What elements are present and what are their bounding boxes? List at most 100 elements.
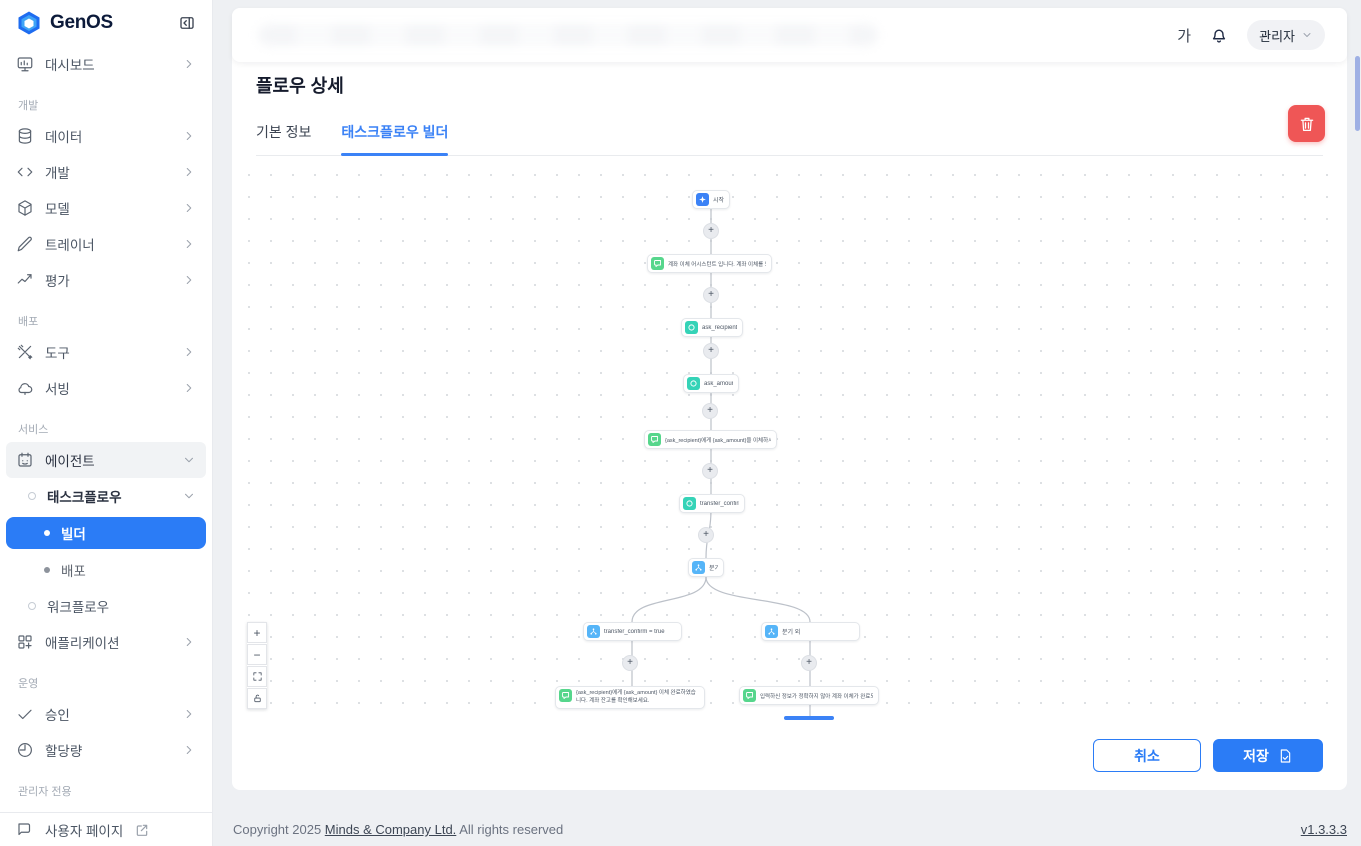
bullet-filled-icon: [44, 530, 50, 536]
sidebar-item-label: 모델: [45, 202, 70, 217]
lock-open-icon: [253, 694, 261, 703]
sidebar-item-label: 할당량: [45, 744, 83, 759]
flow-node-ask-recipient[interactable]: ask_recipient: [681, 318, 743, 337]
bullet-outline-icon: [28, 602, 36, 610]
add-node-button[interactable]: +: [703, 343, 719, 359]
sidebar-item-serving[interactable]: 서빙: [6, 370, 206, 406]
trend-line-icon: [17, 274, 32, 284]
sidebar-item-trainer[interactable]: 트레이너: [6, 226, 206, 262]
code-icon: [17, 167, 33, 177]
sidebar-item-management[interactable]: 관리: [6, 804, 206, 812]
message-node-icon: [743, 689, 756, 702]
sidebar-item-deploy-sub[interactable]: 배포: [6, 552, 206, 588]
sidebar-item-taskflow[interactable]: 태스크플로우: [6, 478, 206, 514]
chevron-down-icon: [1303, 33, 1311, 37]
sidebar-item-user-page[interactable]: 사용자 페이지: [0, 812, 212, 846]
sidebar-item-model[interactable]: 모델: [6, 190, 206, 226]
cancel-button[interactable]: 취소: [1093, 739, 1201, 772]
sidebar-item-quota[interactable]: 할당량: [6, 732, 206, 768]
sidebar-section-service: 서비스: [18, 424, 49, 436]
add-node-button[interactable]: +: [702, 463, 718, 479]
flow-node-branch[interactable]: 분기: [688, 558, 724, 577]
apps-grid-icon: [18, 635, 32, 649]
start-node-icon: [696, 193, 709, 206]
sidebar-item-approval[interactable]: 승인: [6, 696, 206, 732]
sidebar-section-admin: 관리자 전용: [18, 786, 72, 798]
chevron-right-icon: [186, 637, 192, 647]
zoom-in-button[interactable]: +: [247, 622, 267, 643]
company-link[interactable]: Minds & Company Ltd.: [324, 822, 457, 837]
sidebar-collapse-icon[interactable]: [178, 14, 196, 32]
flow-node-ask-amount[interactable]: ask_amount: [683, 374, 739, 393]
chevron-down-icon: [184, 493, 194, 499]
sidebar-item-label: 빌더: [61, 527, 86, 542]
slot-node-icon: [687, 377, 700, 390]
copyright-text: Copyright 2025 Minds & Company Ltd. All …: [233, 822, 563, 837]
tab-bar: 기본 정보 태스크플로우 빌더: [256, 104, 1323, 156]
trash-icon: [1300, 117, 1313, 131]
sidebar-item-builder[interactable]: 빌더: [6, 517, 206, 549]
add-node-button[interactable]: +: [622, 655, 638, 671]
copyright-prefix: Copyright 2025: [233, 822, 325, 837]
lock-button[interactable]: [247, 688, 267, 709]
flow-node-confirm-message[interactable]: {ask_recipient}에게 {ask_amount}을 이체하시려는게 …: [644, 430, 777, 449]
flow-canvas[interactable]: 시작 계좌 이체 어시스턴트 입니다. 계좌 이체를 도와드릴게요. ask_r…: [232, 156, 1347, 724]
fit-view-button[interactable]: [247, 666, 267, 687]
flow-node-greeting-message[interactable]: 계좌 이체 어시스턴트 입니다. 계좌 이체를 도와드릴게요.: [647, 254, 772, 273]
monitor-icon: [17, 57, 33, 72]
sidebar-item-workflow[interactable]: 워크플로우: [6, 588, 206, 624]
slot-node-icon: [683, 497, 696, 510]
canvas-controls: + −: [247, 622, 267, 709]
sidebar-item-label: 트레이너: [45, 238, 95, 253]
genos-logo-icon: [18, 11, 40, 35]
brand-logo[interactable]: GenOS: [16, 10, 113, 36]
add-node-button[interactable]: +: [703, 223, 719, 239]
node-label: ask_amount: [704, 380, 733, 387]
tab-basic-info[interactable]: 기본 정보: [256, 124, 312, 140]
chevron-right-icon: [186, 383, 192, 393]
sidebar-item-application[interactable]: 애플리케이션: [6, 624, 206, 660]
sidebar-item-dashboard[interactable]: 대시보드: [6, 46, 206, 82]
node-label: 계좌 이체 어시스턴트 입니다. 계좌 이체를 도와드릴게요.: [668, 261, 766, 268]
flow-node-branch-else[interactable]: 분기 외: [761, 622, 860, 641]
cube-icon: [18, 200, 32, 216]
chevron-right-icon: [186, 745, 192, 755]
branch-node-icon: [692, 561, 705, 574]
sidebar-item-label: 개발: [45, 166, 70, 181]
sidebar-nav: 대시보드 개발 데이터 개발 모델 트레이너 평가 배포: [0, 46, 212, 812]
profile-menu[interactable]: 관리자: [1247, 20, 1325, 50]
delete-flow-button[interactable]: [1288, 105, 1325, 142]
sidebar: GenOS 대시보드 개발 데이터 개발 모델 트레이너: [0, 0, 213, 846]
flow-node-transfer-confirm[interactable]: transfer_confirm: [679, 494, 745, 513]
message-node-icon: [651, 257, 664, 270]
add-node-button[interactable]: +: [702, 403, 718, 419]
node-label: transfer_confirm = true: [604, 628, 665, 635]
add-node-button[interactable]: +: [703, 287, 719, 303]
notification-bell-icon[interactable]: [1209, 25, 1229, 45]
chevron-right-icon: [186, 347, 192, 357]
scrollbar-thumb[interactable]: [1355, 56, 1360, 131]
sidebar-item-develop[interactable]: 개발: [6, 154, 206, 190]
flow-node-success-message[interactable]: {ask_recipient}에게 {ask_amount} 이체 완료하였습니…: [555, 686, 705, 709]
zoom-out-button[interactable]: −: [247, 644, 267, 665]
agent-icon: [18, 452, 32, 467]
sidebar-item-agent[interactable]: 에이전트: [6, 442, 206, 478]
sidebar-item-tools[interactable]: 도구: [6, 334, 206, 370]
message-node-icon: [648, 433, 661, 446]
flow-node-fail-message[interactable]: 입력하신 정보가 정확하지 않아 계좌 이체가 완료되지 않았습니다.: [739, 686, 879, 705]
tab-taskflow-builder[interactable]: 태스크플로우 빌더: [341, 104, 448, 156]
page-title: 플로우 상세: [256, 76, 344, 96]
language-toggle[interactable]: 가: [1177, 27, 1192, 45]
chevron-right-icon: [186, 167, 192, 177]
sidebar-item-evaluation[interactable]: 평가: [6, 262, 206, 298]
flow-node-branch-true[interactable]: transfer_confirm = true: [583, 622, 682, 641]
profile-label: 관리자: [1259, 28, 1295, 44]
add-node-button[interactable]: +: [801, 655, 817, 671]
add-node-button[interactable]: +: [698, 527, 714, 543]
version-link[interactable]: v1.3.3.3: [1300, 822, 1347, 837]
sidebar-item-data[interactable]: 데이터: [6, 118, 206, 154]
flow-node-start[interactable]: 시작: [692, 190, 730, 209]
save-button[interactable]: 저장: [1213, 739, 1323, 772]
sidebar-section-operation: 운영: [18, 678, 39, 690]
sidebar-item-label: 워크플로우: [47, 600, 110, 615]
